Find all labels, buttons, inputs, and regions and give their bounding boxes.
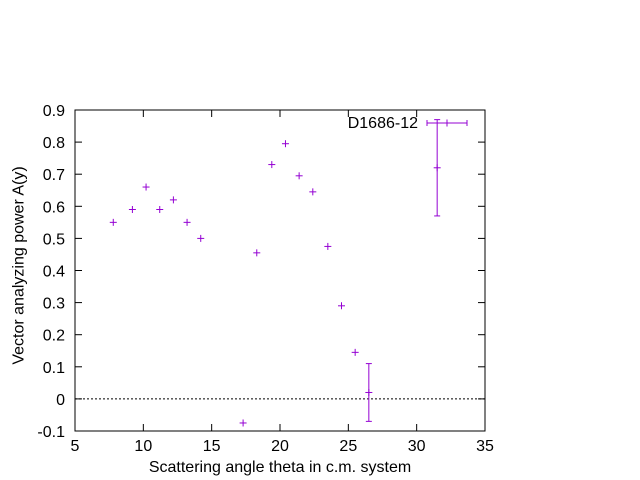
data-points: [109, 119, 441, 427]
y-tick-label: 0.7: [43, 167, 65, 184]
data-point: [324, 242, 332, 250]
plot-frame: [74, 109, 486, 432]
data-point: [183, 218, 191, 226]
data-point: [156, 206, 164, 214]
x-tick-label: 15: [203, 438, 221, 455]
data-point: [309, 188, 317, 196]
data-point: [281, 140, 289, 148]
data-point: [197, 234, 205, 242]
x-tick-label: 35: [476, 438, 494, 455]
data-point: [433, 119, 441, 217]
x-tick-label: 10: [134, 438, 152, 455]
y-tick-label: 0.5: [43, 231, 65, 248]
y-tick-label: 0.3: [43, 296, 65, 313]
y-tick-label: 0.2: [43, 328, 65, 345]
x-tick-label: 20: [271, 438, 289, 455]
data-point: [351, 348, 359, 356]
data-point: [253, 249, 261, 257]
x-tick-label: 30: [408, 438, 426, 455]
data-point: [109, 218, 117, 226]
legend: D1686-12: [348, 115, 468, 132]
legend-label: D1686-12: [348, 115, 418, 132]
y-axis-ticks: -0.1 0 0.1 0.2 0.3 0.4 0.5 0.6 0.7 0.8 0.9: [37, 103, 485, 441]
y-tick-label: 0.8: [43, 135, 65, 152]
y-axis-title: Vector analyzing power A(y): [11, 166, 28, 364]
y-tick-label: -0.1: [37, 424, 65, 441]
y-tick-label: 0.6: [43, 199, 65, 216]
y-tick-label: 0.1: [43, 360, 65, 377]
x-tick-label: 5: [71, 438, 80, 455]
data-point: [128, 206, 136, 214]
x-tick-label: 25: [339, 438, 357, 455]
data-point: [142, 183, 150, 191]
data-point: [295, 172, 303, 180]
data-point: [169, 196, 177, 204]
data-point: [268, 161, 276, 169]
plot-border: [74, 109, 486, 432]
data-point: [239, 419, 247, 427]
x-axis-title: Scattering angle theta in c.m. system: [149, 459, 411, 476]
data-point: [338, 302, 345, 310]
x-axis-ticks: 5 10 15 20 25 30 35: [71, 110, 494, 455]
y-tick-label: 0.4: [43, 264, 65, 281]
y-tick-label: 0.9: [43, 103, 65, 120]
data-point: [365, 363, 373, 422]
y-tick-label: 0: [56, 392, 65, 409]
